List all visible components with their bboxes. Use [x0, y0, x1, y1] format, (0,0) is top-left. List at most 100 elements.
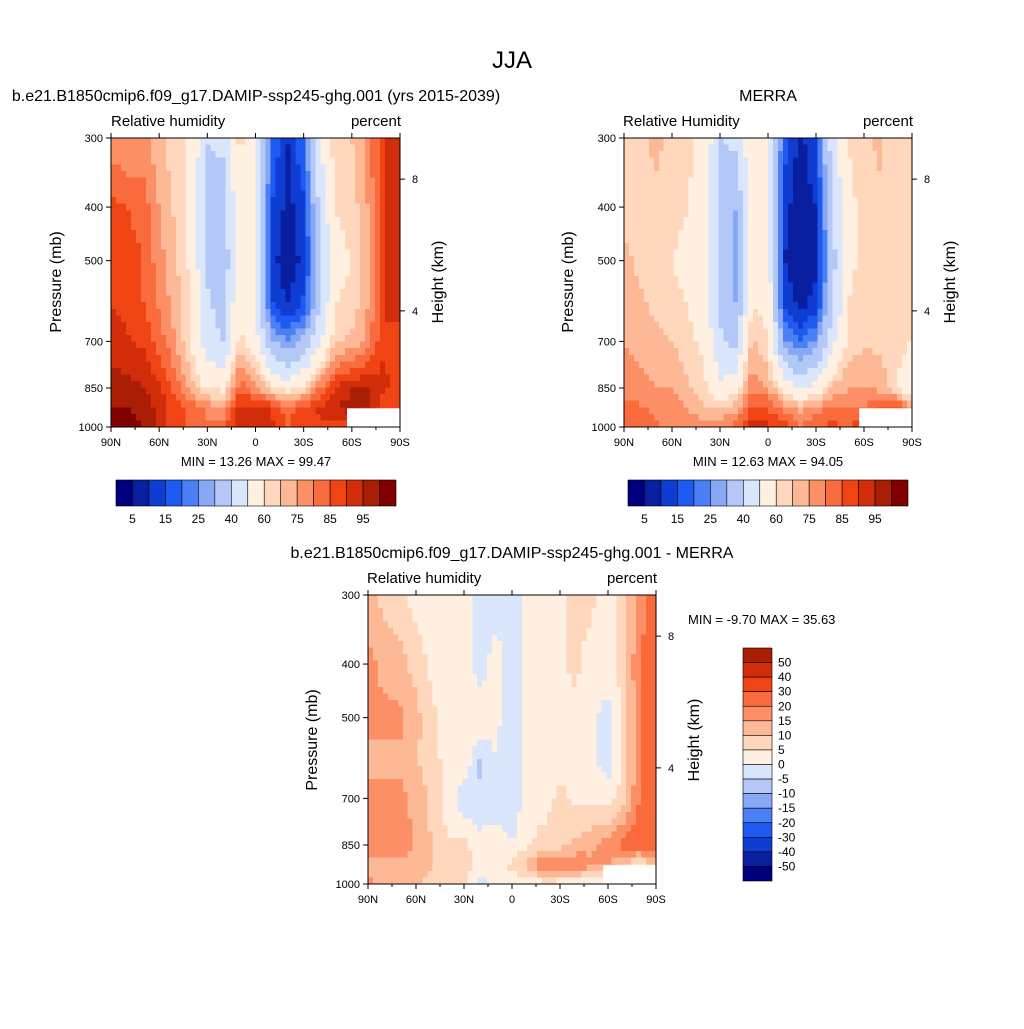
contour-cell [738, 322, 744, 329]
contour-cell [116, 243, 122, 250]
contour-cell [270, 210, 276, 217]
contour-cell [305, 407, 311, 414]
contour-cell [823, 256, 829, 263]
contour-cell [146, 250, 152, 257]
contour-cell [634, 269, 640, 276]
contour-cell [126, 191, 132, 198]
contour-cell [305, 151, 311, 158]
contour-cell [116, 230, 122, 237]
contour-cell [877, 374, 883, 381]
contour-cell [365, 171, 371, 178]
contour-cell [887, 381, 893, 388]
contour-cell [857, 158, 863, 165]
contour-cell [161, 368, 167, 375]
contour-cell [793, 361, 799, 368]
contour-cell [887, 184, 893, 191]
contour-cell [887, 164, 893, 171]
contour-cell [857, 263, 863, 270]
contour-cell [241, 269, 247, 276]
contour-cell [350, 263, 356, 270]
contour-cell [902, 348, 908, 355]
contour-cell [176, 335, 182, 342]
contour-cell [773, 191, 779, 198]
contour-cell [892, 289, 898, 296]
contour-cell [783, 388, 789, 395]
contour-cell [211, 230, 217, 237]
contour-cell [305, 374, 311, 381]
contour-cell [315, 276, 321, 283]
contour-cell [335, 191, 341, 198]
contour-cell [111, 145, 117, 152]
contour-cell [713, 374, 719, 381]
contour-cell [390, 223, 396, 230]
contour-cell [788, 342, 794, 349]
contour-cell [315, 289, 321, 296]
contour-cell [862, 250, 868, 257]
contour-cell [246, 158, 252, 165]
contour-cell [375, 177, 381, 184]
contour-cell [828, 342, 834, 349]
contour-cell [803, 394, 809, 401]
contour-cell [669, 210, 675, 217]
contour-cell [902, 276, 908, 283]
contour-cell [191, 263, 197, 270]
contour-cell [221, 263, 227, 270]
contour-cell [196, 138, 202, 145]
contour-cell [897, 335, 903, 342]
contour-cell [310, 342, 316, 349]
contour-cell [385, 302, 391, 309]
contour-cell [684, 348, 690, 355]
contour-cell [852, 164, 858, 171]
contour-cell [773, 269, 779, 276]
contour-cell [758, 138, 764, 145]
contour-cell [380, 322, 386, 329]
contour-cell [634, 197, 640, 204]
contour-cell [808, 197, 814, 204]
contour-cell [753, 256, 759, 263]
contour-cell [763, 388, 769, 395]
contour-cell [624, 309, 630, 316]
contour-cell [902, 283, 908, 290]
contour-cell [758, 296, 764, 303]
contour-cell [788, 374, 794, 381]
contour-cell [265, 407, 271, 414]
contour-cell [256, 171, 262, 178]
contour-cell [335, 361, 341, 368]
contour-cell [788, 250, 794, 257]
contour-cell [649, 184, 655, 191]
contour-cell [862, 171, 868, 178]
contour-cell [256, 381, 262, 388]
contour-cell [624, 289, 630, 296]
contour-cell [887, 177, 893, 184]
contour-cell [305, 269, 311, 276]
contour-cell [211, 355, 217, 362]
contour-cell [186, 322, 192, 329]
contour-cell [236, 230, 242, 237]
contour-cell [808, 374, 814, 381]
contour-cell [813, 223, 819, 230]
contour-cell [738, 191, 744, 198]
contour-cell [763, 342, 769, 349]
contour-cell [161, 296, 167, 303]
contour-cell [892, 309, 898, 316]
contour-cell [365, 151, 371, 158]
contour-cell [659, 302, 665, 309]
contour-cell [833, 151, 839, 158]
contour-cell [340, 204, 346, 211]
contour-cell [146, 177, 152, 184]
contour-cell [285, 361, 291, 368]
contour-cell [629, 145, 635, 152]
contour-cell [867, 197, 873, 204]
contour-cell [887, 237, 893, 244]
contour-cell [838, 250, 844, 257]
contour-cell [728, 204, 734, 211]
contour-cell [902, 210, 908, 217]
contour-cell [738, 256, 744, 263]
contour-cell [852, 283, 858, 290]
contour-cell [285, 328, 291, 335]
contour-cell [887, 374, 893, 381]
contour-cell [206, 315, 212, 322]
contour-cell [216, 151, 222, 158]
contour-cell [862, 283, 868, 290]
contour-cell [659, 374, 665, 381]
